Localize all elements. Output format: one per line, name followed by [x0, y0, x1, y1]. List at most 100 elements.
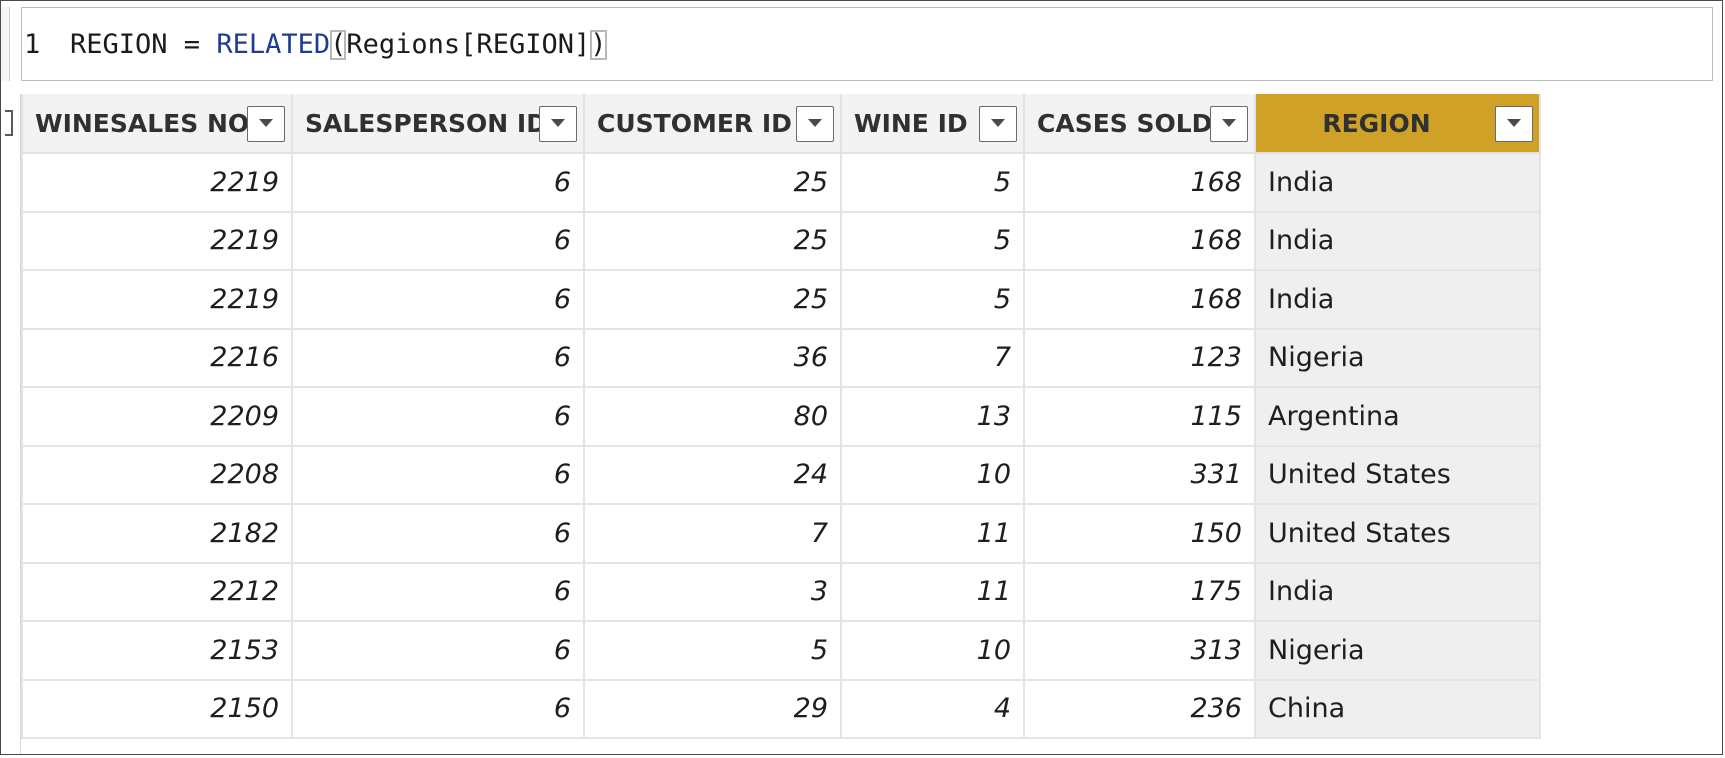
formula-expression[interactable]: REGION = RELATED(Regions[REGION])	[70, 8, 607, 82]
cell-salesperson-id[interactable]: 6	[291, 327, 585, 388]
cell-customer-id[interactable]: 29	[583, 678, 842, 739]
chevron-down-icon	[1507, 119, 1521, 127]
cell-customer-id[interactable]: 7	[583, 503, 842, 564]
cell-winesales-no[interactable]: 2182	[21, 503, 293, 564]
column-header-winesales-no[interactable]: WINESALES NO	[21, 94, 293, 154]
cell-cases-sold[interactable]: 168	[1023, 152, 1256, 213]
cell-wine-id[interactable]: 11	[840, 561, 1025, 622]
cell-salesperson-id[interactable]: 6	[291, 210, 585, 271]
cell-region[interactable]: China	[1254, 678, 1541, 739]
column-resize-handle[interactable]	[5, 110, 13, 136]
cell-customer-id[interactable]: 25	[583, 269, 842, 330]
row-selector-gutter	[1, 94, 21, 754]
filter-dropdown-button[interactable]	[539, 106, 577, 142]
cell-winesales-no[interactable]: 2219	[21, 152, 293, 213]
cell-region[interactable]: India	[1254, 561, 1541, 622]
column-header-wine-id[interactable]: WINE ID	[840, 94, 1025, 154]
cell-customer-id[interactable]: 24	[583, 444, 842, 505]
cell-winesales-no[interactable]: 2216	[21, 327, 293, 388]
table-row[interactable]: 2216 6 36 7 123 Nigeria	[21, 327, 1541, 388]
cell-salesperson-id[interactable]: 6	[291, 152, 585, 213]
filter-dropdown-button[interactable]	[1495, 106, 1533, 142]
table-row[interactable]: 2219 6 25 5 168 India	[21, 269, 1541, 330]
formula-operator: =	[167, 29, 217, 60]
cell-wine-id[interactable]: 10	[840, 620, 1025, 681]
cell-customer-id[interactable]: 25	[583, 210, 842, 271]
column-header-label: REGION	[1322, 108, 1431, 138]
cell-wine-id[interactable]: 13	[840, 386, 1025, 447]
column-header-label: CASES SOLD	[1037, 108, 1213, 138]
column-header-cases-sold[interactable]: CASES SOLD	[1023, 94, 1256, 154]
cell-winesales-no[interactable]: 2153	[21, 620, 293, 681]
cell-cases-sold[interactable]: 236	[1023, 678, 1256, 739]
cell-wine-id[interactable]: 5	[840, 269, 1025, 330]
formula-bar[interactable]: 1 REGION = RELATED(Regions[REGION])	[21, 7, 1713, 81]
cell-winesales-no[interactable]: 2208	[21, 444, 293, 505]
cell-salesperson-id[interactable]: 6	[291, 561, 585, 622]
cell-region[interactable]: India	[1254, 210, 1541, 271]
cell-region[interactable]: Nigeria	[1254, 620, 1541, 681]
filter-dropdown-button[interactable]	[796, 106, 834, 142]
cell-customer-id[interactable]: 3	[583, 561, 842, 622]
cell-region[interactable]: Nigeria	[1254, 327, 1541, 388]
formula-column-name: REGION	[70, 29, 168, 60]
cell-winesales-no[interactable]: 2212	[21, 561, 293, 622]
cell-salesperson-id[interactable]: 6	[291, 444, 585, 505]
formula-line-number: 1	[24, 29, 41, 60]
cell-customer-id[interactable]: 25	[583, 152, 842, 213]
cell-customer-id[interactable]: 80	[583, 386, 842, 447]
table-row[interactable]: 2153 6 5 10 313 Nigeria	[21, 620, 1541, 681]
cell-cases-sold[interactable]: 123	[1023, 327, 1256, 388]
table-row[interactable]: 2182 6 7 11 150 United States	[21, 503, 1541, 564]
formula-function: RELATED	[216, 29, 331, 60]
cell-salesperson-id[interactable]: 6	[291, 386, 585, 447]
filter-dropdown-button[interactable]	[247, 106, 285, 142]
cell-customer-id[interactable]: 5	[583, 620, 842, 681]
formula-argument: Regions[REGION]	[346, 29, 591, 60]
cell-wine-id[interactable]: 5	[840, 152, 1025, 213]
formula-bar-gutter	[1, 7, 10, 81]
cell-salesperson-id[interactable]: 6	[291, 620, 585, 681]
cell-cases-sold[interactable]: 150	[1023, 503, 1256, 564]
cell-wine-id[interactable]: 5	[840, 210, 1025, 271]
cell-salesperson-id[interactable]: 6	[291, 269, 585, 330]
table-row[interactable]: 2208 6 24 10 331 United States	[21, 444, 1541, 505]
data-table: WINESALES NO SALESPERSON ID CUSTOMER ID	[21, 94, 1541, 739]
table-row[interactable]: 2150 6 29 4 236 China	[21, 678, 1541, 739]
cell-winesales-no[interactable]: 2209	[21, 386, 293, 447]
column-header-salesperson-id[interactable]: SALESPERSON ID	[291, 94, 585, 154]
cell-region[interactable]: India	[1254, 152, 1541, 213]
cell-cases-sold[interactable]: 168	[1023, 269, 1256, 330]
cell-region[interactable]: United States	[1254, 503, 1541, 564]
column-header-label: CUSTOMER ID	[597, 108, 792, 138]
cell-cases-sold[interactable]: 175	[1023, 561, 1256, 622]
cell-region[interactable]: Argentina	[1254, 386, 1541, 447]
table-row[interactable]: 2212 6 3 11 175 India	[21, 561, 1541, 622]
cell-wine-id[interactable]: 4	[840, 678, 1025, 739]
column-header-customer-id[interactable]: CUSTOMER ID	[583, 94, 842, 154]
cell-wine-id[interactable]: 7	[840, 327, 1025, 388]
cell-region[interactable]: India	[1254, 269, 1541, 330]
cell-cases-sold[interactable]: 313	[1023, 620, 1256, 681]
cell-salesperson-id[interactable]: 6	[291, 678, 585, 739]
cell-winesales-no[interactable]: 2219	[21, 210, 293, 271]
filter-dropdown-button[interactable]	[1210, 106, 1248, 142]
chevron-down-icon	[1222, 119, 1236, 127]
cell-wine-id[interactable]: 11	[840, 503, 1025, 564]
cell-winesales-no[interactable]: 2219	[21, 269, 293, 330]
cell-cases-sold[interactable]: 115	[1023, 386, 1256, 447]
column-header-label: WINE ID	[854, 108, 968, 138]
cell-cases-sold[interactable]: 168	[1023, 210, 1256, 271]
table-row[interactable]: 2219 6 25 5 168 India	[21, 210, 1541, 271]
table-row[interactable]: 2209 6 80 13 115 Argentina	[21, 386, 1541, 447]
filter-dropdown-button[interactable]	[979, 106, 1017, 142]
cell-customer-id[interactable]: 36	[583, 327, 842, 388]
formula-close-paren: )	[590, 29, 607, 60]
cell-region[interactable]: United States	[1254, 444, 1541, 505]
column-header-region[interactable]: REGION	[1254, 94, 1541, 154]
cell-cases-sold[interactable]: 331	[1023, 444, 1256, 505]
table-row[interactable]: 2219 6 25 5 168 India	[21, 152, 1541, 213]
cell-winesales-no[interactable]: 2150	[21, 678, 293, 739]
cell-wine-id[interactable]: 10	[840, 444, 1025, 505]
cell-salesperson-id[interactable]: 6	[291, 503, 585, 564]
